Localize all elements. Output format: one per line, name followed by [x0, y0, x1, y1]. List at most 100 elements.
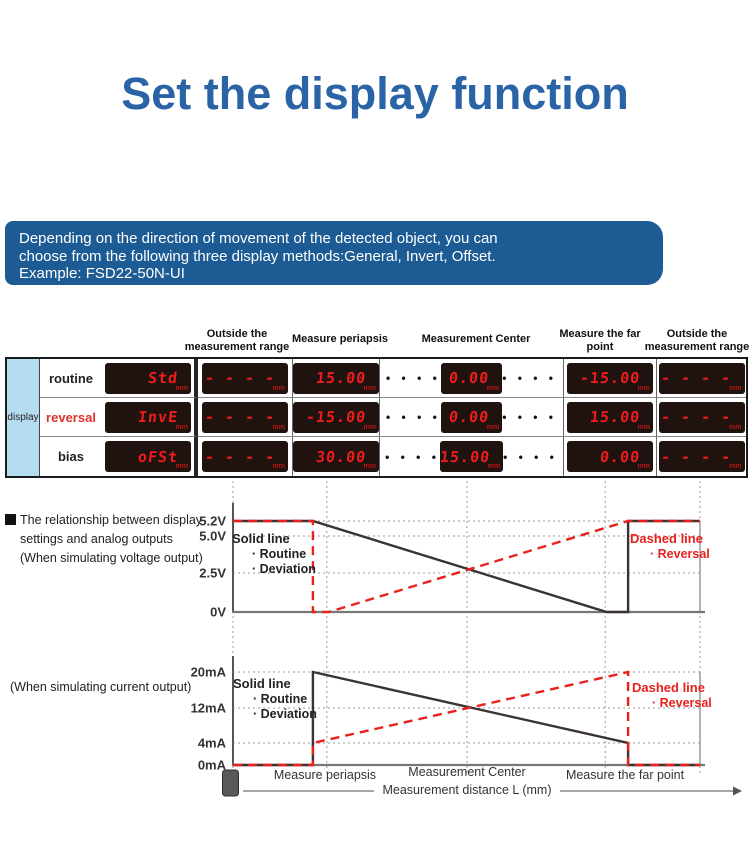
segment-unit: mm — [637, 463, 650, 470]
table-row-label-cell: reversal — [40, 398, 102, 437]
y-tick-label: 12mA — [191, 701, 227, 716]
segment-unit: mm — [272, 423, 285, 431]
current-note: (When simulating current output) — [10, 680, 192, 694]
voltage-chart: 5.2V5.0V 2.5V 0V — [199, 514, 700, 620]
segment-unit: mm — [363, 463, 376, 470]
legend-item: · Deviation — [253, 707, 317, 721]
mode-display-cell: oFSt mm — [102, 437, 198, 476]
legend-item: · Deviation — [252, 562, 316, 576]
x-label-center: Measurement Center — [408, 765, 526, 779]
table-cell: -15.00 mm — [293, 398, 380, 437]
x-label-far-point: Measure the far point — [565, 768, 685, 782]
banner-line: Depending on the direction of movement o… — [19, 230, 498, 247]
seven-segment-display: - - - - mm — [202, 362, 288, 394]
segment-value: - - - - — [660, 447, 733, 466]
segment-unit: mm — [729, 423, 742, 431]
table-cell: - - - - mm — [198, 398, 293, 437]
continuation-dots: • • • • — [386, 371, 441, 385]
current-chart: 20mA 12mA 4mA 0mA — [191, 665, 700, 773]
seven-segment-display: -15.00 mm — [567, 362, 653, 394]
mode-row-label: routine — [48, 370, 94, 386]
legend-item: · Routine — [252, 546, 307, 561]
segment-value: 0.00 — [448, 369, 491, 387]
segment-value: 0.00 — [448, 408, 491, 426]
mode-row-label: bias — [57, 449, 84, 464]
series-line-dashed — [233, 670, 700, 767]
segment-value: - - - - — [660, 408, 733, 426]
segment-value: - - - - — [203, 408, 276, 426]
segment-unit: mm — [637, 384, 650, 392]
table-cell: 15.00 mm — [293, 359, 380, 398]
banner-line: choose from the following three display … — [19, 247, 496, 265]
segment-value: -15.00 — [578, 369, 641, 387]
continuation-dots: • • • • — [502, 410, 557, 424]
legend-title: Solid line — [233, 676, 291, 691]
current-dashed-legend: Dashed line · Reversal — [632, 680, 712, 711]
y-tick-label: 0V — [210, 605, 226, 620]
segment-value: 15.00 — [588, 408, 641, 426]
segment-value: 15.00 — [438, 447, 492, 466]
bullet-square-icon — [5, 514, 16, 525]
segment-unit: mm — [272, 463, 285, 470]
segment-unit: mm — [729, 384, 742, 392]
voltage-dashed-legend: Dashed line · Reversal — [630, 531, 710, 562]
seven-segment-display: - - - - mm — [658, 362, 745, 394]
voltage-note-line: (When simulating voltage output) — [20, 551, 203, 565]
page-title: Set the display function — [121, 68, 629, 119]
segment-value: 0.00 — [598, 447, 641, 466]
mode-display-cell: InvE mm — [102, 398, 198, 437]
column-header-outside-right: Outside the measurement range — [644, 328, 750, 353]
display-mode-table: display routine Std mm - - - - mm 15.00 mm … — [5, 357, 748, 478]
table-cell-center: • • • • 0.00 mm • • • • — [380, 359, 564, 398]
segment-unit: mm — [637, 423, 650, 431]
sensor-icon — [222, 769, 239, 797]
mode-display-cell: Std mm — [102, 359, 198, 398]
legend-title: Dashed line — [630, 531, 703, 546]
seven-segment-display: InvE mm — [105, 401, 191, 433]
segment-unit: mm — [363, 423, 376, 431]
x-label-periapsis: Measure periapsis — [273, 768, 377, 782]
current-solid-legend: Solid line · Routine · Deviation — [233, 676, 317, 723]
y-tick-label: 2.5V — [199, 566, 226, 581]
segment-value: - - - - — [203, 369, 276, 387]
continuation-dots: • • • • — [503, 449, 558, 464]
table-cell: - - - - mm — [657, 359, 746, 398]
arrow-right-icon — [733, 786, 742, 796]
segment-value: InvE — [136, 408, 179, 426]
seven-segment-display: 15.00 mm — [567, 401, 653, 433]
seven-segment-display: 0.00 mm — [440, 401, 503, 433]
seven-segment-display: - - - - mm — [658, 401, 745, 433]
segment-value: oFSt — [136, 447, 179, 466]
legend-item: · Reversal — [652, 695, 712, 710]
segment-value: 15.00 — [314, 369, 367, 387]
table-cell: 30.00 mm — [293, 437, 380, 476]
table-cell: -15.00 mm — [564, 359, 657, 398]
table-row-label-cell: bias — [40, 437, 102, 476]
voltage-note-line: The relationship between display — [5, 511, 220, 530]
seven-segment-display: 15.00 mm — [293, 362, 379, 394]
x-axis-title: Measurement distance L (mm) — [382, 783, 552, 797]
seven-segment-display: 30.00 mm — [293, 441, 379, 472]
y-tick-label: 20mA — [191, 665, 227, 680]
segment-unit: mm — [486, 384, 500, 392]
legend-title: Solid line — [232, 531, 290, 546]
seven-segment-display: 0.00 mm — [567, 441, 653, 472]
y-tick-label: 5.2V — [199, 514, 226, 529]
mode-row-label: reversal — [46, 409, 96, 425]
continuation-dots: • • • • — [502, 371, 557, 385]
voltage-note: The relationship between display setting… — [5, 511, 220, 568]
table-cell: - - - - mm — [198, 437, 293, 476]
column-header-far-point: Measure the far point — [559, 328, 641, 353]
y-tick-label: 0mA — [198, 758, 227, 773]
description-banner: Depending on the direction of movement o… — [5, 221, 663, 285]
continuation-dots: • • • • — [386, 410, 441, 424]
seven-segment-display: 0.00 mm — [440, 362, 503, 394]
segment-unit: mm — [729, 463, 742, 470]
table-cell: - - - - mm — [198, 359, 293, 398]
column-header-center: Measurement Center — [421, 333, 531, 345]
table-cell-center: • • • • 0.00 mm • • • • — [380, 398, 564, 437]
seven-segment-display: Std mm — [105, 362, 191, 394]
segment-unit: mm — [175, 463, 188, 470]
y-tick-label: 5.0V — [199, 529, 226, 544]
